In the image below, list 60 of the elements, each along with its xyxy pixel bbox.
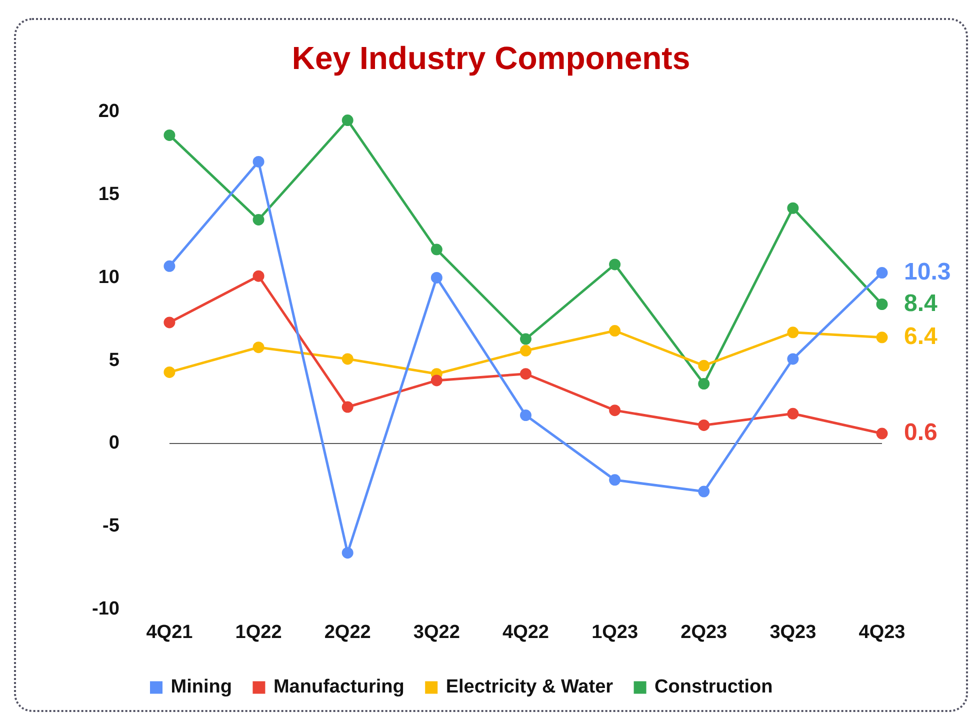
point: [342, 353, 354, 365]
point: [876, 332, 888, 344]
point: [787, 353, 799, 365]
x-tick-label: 4Q21: [146, 622, 194, 643]
point: [698, 360, 710, 372]
point: [698, 486, 710, 498]
point: [252, 270, 264, 282]
point: [164, 316, 176, 328]
legend-label: Electricity & Water: [446, 676, 614, 698]
x-tick-label: 4Q23: [858, 622, 906, 643]
point: [520, 333, 532, 345]
point: [520, 344, 532, 356]
chart-title: Key Industry Components: [290, 40, 692, 77]
point: [609, 258, 621, 270]
legend-label: Manufacturing: [273, 676, 404, 698]
point: [164, 129, 176, 141]
y-tick-label: 5: [108, 350, 120, 371]
x-tick-label: 2Q23: [680, 622, 728, 643]
x-tick-label: 1Q23: [592, 622, 638, 643]
point: [609, 404, 621, 416]
point: [252, 214, 264, 226]
y-tick-label: 20: [98, 101, 120, 122]
point: [342, 547, 354, 559]
point: [609, 325, 621, 337]
y-tick-label: 0: [108, 432, 120, 454]
point: [430, 374, 442, 386]
data-label: 6.4: [904, 323, 938, 350]
data-label: 10.3: [904, 258, 951, 286]
y-tick-label: -10: [92, 598, 120, 620]
point: [430, 272, 442, 284]
point: [876, 298, 888, 310]
y-tick-label: -5: [102, 516, 120, 537]
y-tick-label: 10: [98, 266, 120, 288]
y-tick-label: 15: [98, 184, 120, 206]
point: [520, 368, 532, 380]
x-tick-label: 4Q22: [502, 622, 549, 643]
x-tick-label: 1Q22: [235, 622, 282, 643]
point: [698, 419, 710, 431]
point: [164, 366, 176, 378]
point: [609, 474, 621, 486]
data-label: 0.6: [904, 419, 938, 446]
point: [430, 244, 442, 256]
point: [342, 401, 354, 413]
data-label: 8.4: [904, 290, 938, 317]
point: [876, 267, 888, 279]
point: [252, 156, 264, 168]
x-tick-label: 3Q23: [770, 622, 816, 643]
legend-label: Mining: [170, 676, 232, 698]
point: [787, 202, 799, 214]
point: [252, 342, 264, 354]
point: [876, 428, 888, 440]
point: [164, 260, 176, 272]
x-tick-label: 3Q22: [413, 622, 460, 643]
point: [520, 410, 532, 422]
point: [342, 114, 354, 126]
x-tick-label: 2Q22: [324, 622, 371, 643]
point: [698, 378, 710, 390]
point: [787, 408, 799, 420]
point: [787, 326, 799, 338]
legend-label: Construction: [654, 676, 773, 698]
